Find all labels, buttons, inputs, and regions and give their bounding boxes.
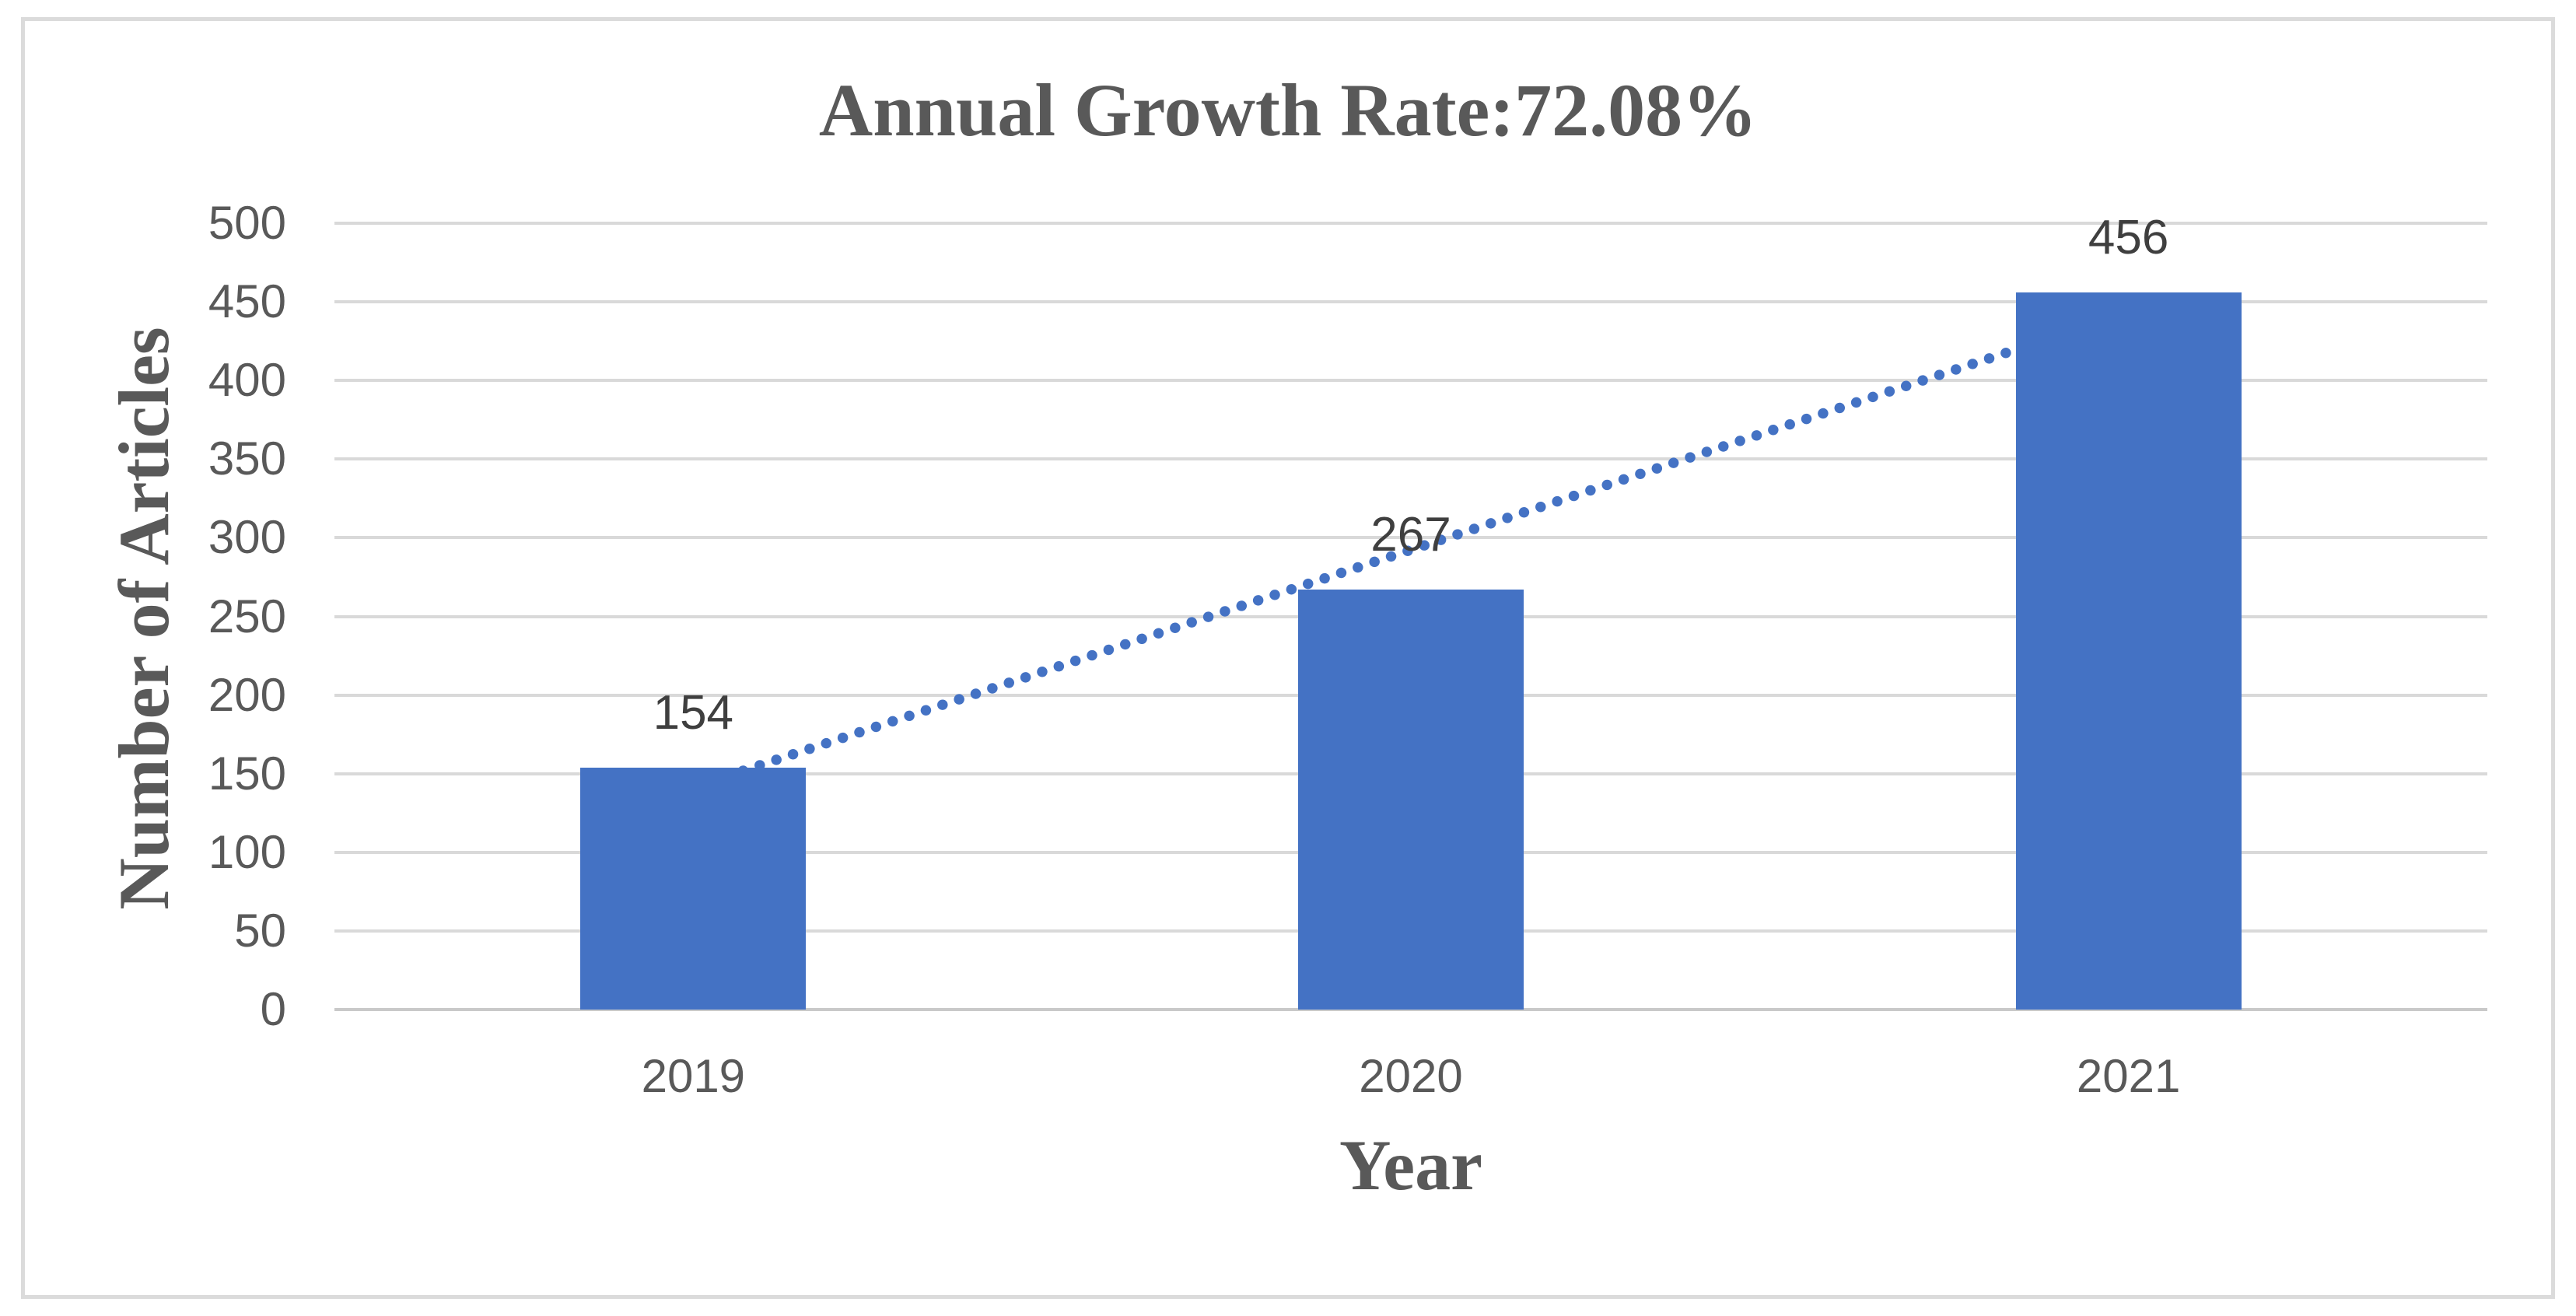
x-tick-label-2021: 2021 — [2076, 1050, 2181, 1102]
bar-2019 — [580, 767, 807, 1010]
y-tick-label-500: 500 — [208, 197, 286, 249]
x-axis-line — [334, 1008, 2487, 1011]
y-tick-label-400: 400 — [208, 354, 286, 407]
x-tick-label-2019: 2019 — [641, 1050, 746, 1102]
bar-2020 — [1298, 590, 1524, 1010]
bar-2021 — [2015, 292, 2242, 1010]
y-tick-label-100: 100 — [208, 825, 286, 878]
data-label-2020: 267 — [1370, 508, 1451, 562]
y-tick-label-450: 450 — [208, 275, 286, 328]
data-label-2019: 154 — [653, 685, 734, 740]
chart-title: Annual Growth Rate:72.08% — [818, 68, 1758, 152]
x-tick-label-2020: 2020 — [1359, 1050, 1463, 1102]
gridline-300 — [334, 536, 2487, 540]
y-tick-label-150: 150 — [208, 747, 286, 800]
gridline-500 — [334, 222, 2487, 225]
data-label-2021: 456 — [2088, 210, 2169, 264]
y-tick-label-200: 200 — [208, 668, 286, 721]
y-tick-label-300: 300 — [208, 511, 286, 564]
x-axis-title: Year — [1339, 1125, 1482, 1205]
trendline-dotted — [688, 306, 2134, 793]
y-tick-label-0: 0 — [260, 983, 286, 1035]
gridline-350 — [334, 457, 2487, 461]
y-tick-label-50: 50 — [234, 904, 286, 957]
gridline-450 — [334, 300, 2487, 304]
y-tick-label-350: 350 — [208, 432, 286, 485]
gridline-400 — [334, 379, 2487, 383]
y-tick-label-250: 250 — [208, 590, 286, 642]
plot-area: 0 50 100 150 200 250 300 350 400 450 500 154 267 456 — [208, 198, 2487, 1034]
